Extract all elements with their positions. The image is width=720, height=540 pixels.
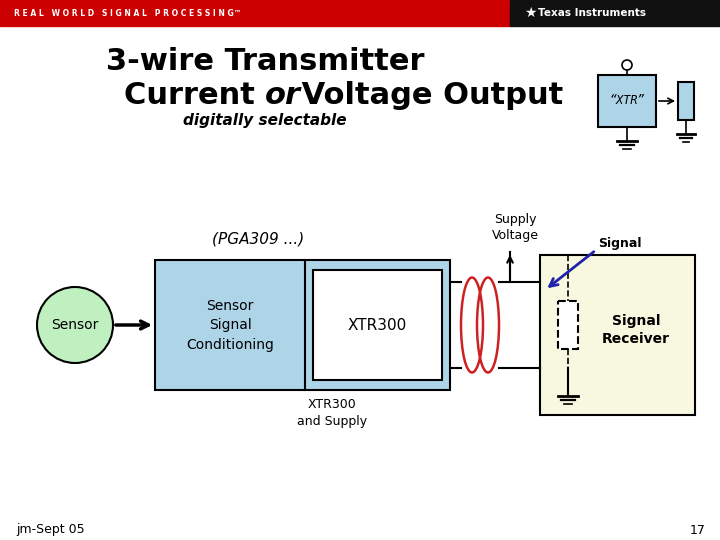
Bar bbox=[598, 75, 656, 127]
Text: jm-Sept 05: jm-Sept 05 bbox=[16, 523, 85, 537]
Text: digitally selectable: digitally selectable bbox=[183, 112, 347, 127]
Bar bbox=[0, 0, 510, 26]
Text: Texas Instruments: Texas Instruments bbox=[538, 8, 646, 18]
Text: Signal
Receiver: Signal Receiver bbox=[602, 314, 670, 346]
Text: XTR300
and Supply: XTR300 and Supply bbox=[297, 398, 367, 428]
Text: (PGA309 ...): (PGA309 ...) bbox=[212, 231, 305, 246]
Text: Voltage Output: Voltage Output bbox=[291, 80, 563, 110]
Bar bbox=[313, 270, 442, 380]
Bar bbox=[540, 255, 695, 415]
Text: 17: 17 bbox=[690, 523, 706, 537]
Text: R E A L   W O R L D   S I G N A L   P R O C E S S I N G™: R E A L W O R L D S I G N A L P R O C E … bbox=[14, 9, 241, 17]
Text: 3-wire Transmitter: 3-wire Transmitter bbox=[106, 48, 424, 77]
Text: “XTR”: “XTR” bbox=[609, 94, 645, 107]
Bar bbox=[155, 260, 450, 390]
Circle shape bbox=[622, 60, 632, 70]
Text: Current: Current bbox=[124, 80, 265, 110]
Text: Signal: Signal bbox=[598, 238, 642, 251]
Text: Sensor: Sensor bbox=[51, 318, 99, 332]
Text: XTR300: XTR300 bbox=[348, 318, 407, 333]
Text: Supply
Voltage: Supply Voltage bbox=[492, 213, 539, 242]
Bar bbox=[510, 0, 720, 26]
Text: or: or bbox=[265, 80, 301, 110]
Text: Sensor
Signal
Conditioning: Sensor Signal Conditioning bbox=[186, 299, 274, 352]
Circle shape bbox=[37, 287, 113, 363]
Text: ★: ★ bbox=[524, 6, 536, 20]
Bar bbox=[558, 301, 578, 349]
Bar bbox=[678, 82, 694, 120]
